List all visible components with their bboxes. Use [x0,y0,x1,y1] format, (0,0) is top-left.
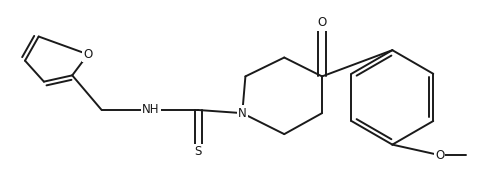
Text: NH: NH [142,103,160,116]
Text: N: N [238,107,246,120]
Text: O: O [317,16,326,29]
Text: O: O [435,149,444,162]
Text: O: O [83,48,93,61]
Text: S: S [195,145,202,158]
